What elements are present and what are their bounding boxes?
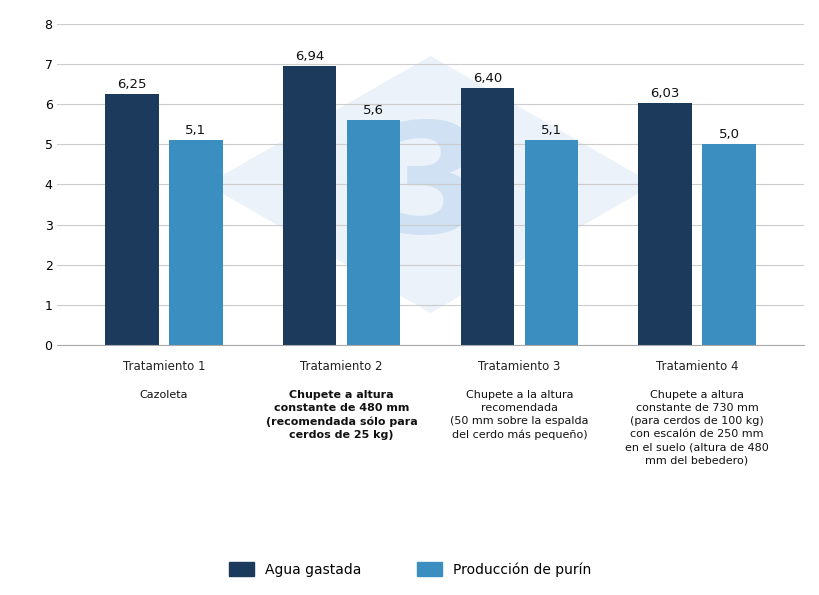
Bar: [524, 140, 577, 345]
Bar: [283, 67, 336, 345]
Text: 5,0: 5,0: [717, 128, 739, 141]
Text: 3: 3: [377, 117, 483, 265]
Text: Chupete a altura
constante de 480 mm
(recomendada sólo para
cerdos de 25 kg): Chupete a altura constante de 480 mm (re…: [265, 390, 417, 440]
Text: 6,03: 6,03: [649, 87, 679, 100]
Text: 6,94: 6,94: [295, 50, 324, 63]
Text: Tratamiento 3: Tratamiento 3: [477, 360, 560, 373]
Text: Chupete a la altura
recomendada
(50 mm sobre la espalda
del cerdo más pequeño): Chupete a la altura recomendada (50 mm s…: [450, 390, 588, 440]
Text: 6,40: 6,40: [472, 72, 501, 85]
Bar: [105, 94, 159, 345]
Text: Cazoleta: Cazoleta: [139, 390, 188, 400]
Legend: Agua gastada, Producción de purín: Agua gastada, Producción de purín: [223, 556, 596, 582]
Text: Tratamiento 2: Tratamiento 2: [300, 360, 382, 373]
Bar: [346, 120, 400, 345]
Text: 5,1: 5,1: [185, 124, 206, 137]
Polygon shape: [206, 56, 654, 313]
Bar: [460, 88, 514, 345]
Text: Tratamiento 4: Tratamiento 4: [655, 360, 737, 373]
Text: 6,25: 6,25: [117, 78, 147, 91]
Text: Tratamiento 1: Tratamiento 1: [123, 360, 205, 373]
Bar: [170, 140, 223, 345]
Text: Chupete a altura
constante de 730 mm
(para cerdos de 100 kg)
con escalón de 250 : Chupete a altura constante de 730 mm (pa…: [624, 390, 768, 466]
Text: 5,6: 5,6: [363, 104, 383, 117]
Bar: [701, 144, 754, 345]
Text: 5,1: 5,1: [540, 124, 561, 137]
Bar: [637, 103, 690, 345]
